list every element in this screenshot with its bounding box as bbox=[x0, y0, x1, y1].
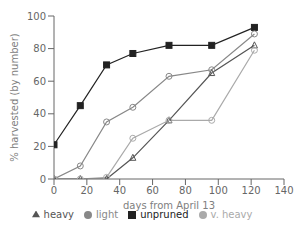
svg-text:days from April 13: days from April 13 bbox=[123, 200, 215, 211]
svg-text:40: 40 bbox=[113, 185, 126, 196]
svg-text:% harvested (by number): % harvested (by number) bbox=[9, 33, 20, 162]
svg-text:80: 80 bbox=[33, 43, 46, 54]
svg-text:120: 120 bbox=[242, 185, 261, 196]
svg-text:40: 40 bbox=[33, 108, 46, 119]
html-text:heavy: heavy bbox=[43, 209, 74, 220]
svg-text:80: 80 bbox=[179, 185, 192, 196]
svg-text:60: 60 bbox=[33, 76, 46, 87]
svg-text:0: 0 bbox=[40, 174, 46, 185]
svg-text:100: 100 bbox=[27, 11, 46, 22]
svg-text:100: 100 bbox=[209, 185, 228, 196]
svg-text:20: 20 bbox=[33, 141, 46, 152]
svg-text:0: 0 bbox=[51, 185, 57, 196]
svg-text:140: 140 bbox=[274, 185, 293, 196]
svg-text:20: 20 bbox=[80, 185, 93, 196]
html-text:unpruned: unpruned bbox=[140, 209, 189, 220]
html-text:v. heavy: v. heavy bbox=[210, 209, 253, 220]
html-text:light: light bbox=[96, 209, 119, 220]
svg-text:60: 60 bbox=[146, 185, 159, 196]
